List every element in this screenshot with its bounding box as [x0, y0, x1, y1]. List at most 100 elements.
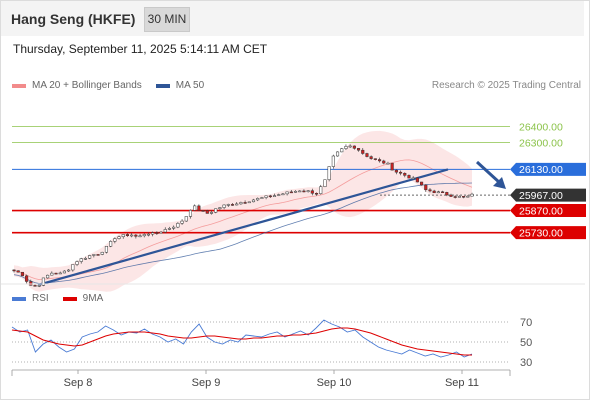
- candle-body: [285, 191, 289, 195]
- timeframe-badge[interactable]: 30 MIN: [144, 7, 190, 32]
- trend-line: [37, 168, 449, 286]
- candle-body: [453, 196, 457, 198]
- candle-body: [104, 246, 108, 253]
- candle-body: [327, 166, 331, 180]
- candle-body: [373, 158, 377, 160]
- candle-body: [83, 258, 87, 260]
- candles: [12, 144, 474, 288]
- candle-body: [247, 201, 251, 204]
- candle-body: [235, 203, 239, 206]
- candle-body: [67, 269, 71, 272]
- candle-body: [12, 269, 16, 272]
- candle-body: [436, 191, 440, 194]
- candle-body: [92, 254, 96, 256]
- rsi-panel: 70 50 30: [1, 283, 585, 369]
- moving-averages: [13, 160, 506, 286]
- chart-header: Hang Seng (HKFE) 30 MIN: [1, 1, 584, 36]
- candle-body: [424, 184, 428, 191]
- price-level-tag-5: [510, 226, 586, 240]
- candle-body: [382, 160, 386, 164]
- candle-body: [323, 179, 327, 187]
- candle-body: [251, 199, 256, 203]
- candle-body: [239, 202, 243, 205]
- candle-body: [260, 197, 264, 199]
- candle-body: [54, 272, 58, 275]
- candle-body: [310, 190, 314, 194]
- candle-body: [33, 285, 37, 287]
- candle-body: [214, 208, 218, 213]
- candle-body: [457, 196, 461, 198]
- ma20-line: [13, 159, 473, 281]
- ma50-swatch: [155, 83, 170, 88]
- candle-body: [415, 177, 419, 183]
- report-timestamp: Thursday, September 11, 2025 5:14:11 AM …: [13, 42, 268, 56]
- candle-body: [348, 145, 352, 148]
- candle-body: [390, 162, 394, 171]
- x-tick-label-2: Sep 10: [317, 377, 352, 389]
- rsi-legend-label: RSI: [32, 293, 49, 304]
- candle-body: [193, 205, 197, 211]
- rsi-tick-label-70: 70: [520, 317, 532, 329]
- candle-body: [264, 195, 268, 198]
- candle-body: [121, 234, 125, 238]
- price-level-label-0: 26400.00: [519, 121, 563, 133]
- candle-body: [197, 205, 201, 211]
- candle-body: [205, 210, 209, 214]
- candle-body: [226, 204, 230, 206]
- candle-body: [407, 175, 411, 179]
- candle-body: [79, 258, 83, 262]
- price-levels: [12, 126, 510, 234]
- candle-body: [25, 275, 29, 282]
- candle-body: [293, 191, 298, 193]
- candle-body: [268, 195, 272, 198]
- candle-body: [462, 196, 466, 198]
- price-level-label-5: 25730.00: [519, 227, 563, 239]
- candle-body: [331, 155, 335, 167]
- candle-body: [155, 232, 159, 234]
- candle-body: [184, 216, 188, 222]
- candle-body: [432, 190, 436, 194]
- candle-body: [272, 195, 277, 198]
- candle-body: [180, 220, 184, 224]
- candle-body: [399, 171, 403, 174]
- candle-body: [117, 236, 121, 239]
- candle-body: [428, 189, 432, 192]
- candle-body: [340, 148, 344, 153]
- candle-body: [75, 261, 79, 265]
- candle-body: [134, 234, 138, 237]
- x-tick-label-0: Sep 8: [64, 377, 93, 389]
- candle-body: [222, 204, 226, 208]
- candle-body: [378, 159, 382, 162]
- candle-body: [352, 145, 356, 149]
- candle-body: [151, 232, 155, 235]
- candle-body: [394, 169, 398, 173]
- candle-body: [50, 272, 54, 276]
- candle-body: [113, 238, 117, 242]
- rsi-ma-line: [11, 327, 472, 356]
- level-labels: 26400.00 26300.00 26130.00 25967.00 25870.00…: [510, 121, 586, 239]
- candle-body: [37, 285, 41, 287]
- candle-body: [209, 212, 214, 214]
- forecast-arrow-shaft: [475, 160, 502, 185]
- candle-body: [369, 156, 373, 159]
- candle-body: [159, 231, 163, 234]
- candle-body: [335, 151, 340, 157]
- candle-body: [172, 226, 176, 229]
- candle-body: [298, 190, 302, 193]
- candle-body: [314, 193, 319, 195]
- instrument-title: Hang Seng (HKFE): [11, 11, 136, 27]
- candle-body: [344, 146, 348, 149]
- candle-body: [109, 241, 113, 247]
- candle-body: [386, 162, 390, 165]
- rsi-swatch: [12, 296, 26, 301]
- candle-body: [138, 235, 142, 238]
- rsi-legend: RSI 9MA: [12, 293, 103, 304]
- candle-body: [46, 274, 50, 279]
- candle-body: [441, 191, 445, 194]
- candle-body: [411, 177, 415, 180]
- candle-body: [100, 251, 104, 255]
- candle-body: [130, 234, 134, 237]
- candle-body: [230, 204, 235, 206]
- candle-body: [125, 234, 129, 237]
- candle-body: [277, 194, 281, 196]
